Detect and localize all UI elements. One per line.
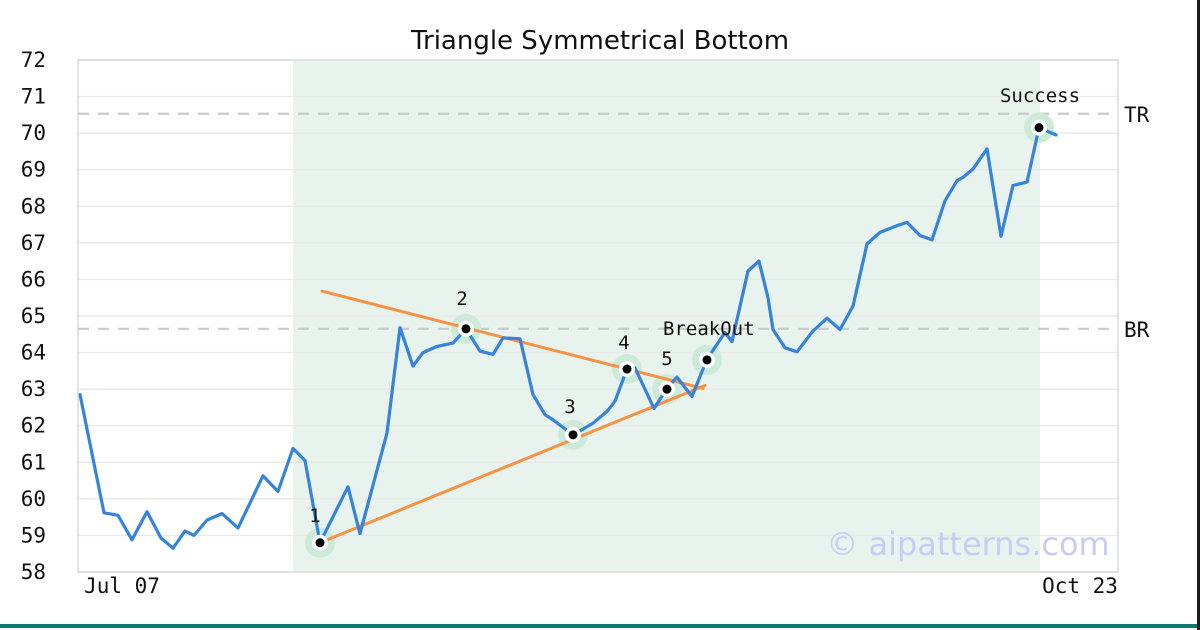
y-tick-68: 68 <box>21 194 46 218</box>
marker-dot-2 <box>461 324 471 334</box>
y-tick-61: 61 <box>21 450 46 474</box>
lower-trendline <box>318 383 707 545</box>
marker-dot-breakout <box>702 355 712 365</box>
marker-label-4: 4 <box>618 332 629 354</box>
marker-label-3: 3 <box>564 396 575 418</box>
breakout-line-label: BR <box>1124 318 1150 342</box>
right-border-line <box>1197 0 1200 630</box>
price-line <box>78 126 1058 550</box>
y-tick-71: 71 <box>21 85 46 109</box>
marker-dot-4 <box>622 364 632 374</box>
marker-label-5: 5 <box>661 348 672 370</box>
marker-dot-1 <box>315 538 325 548</box>
y-tick-70: 70 <box>21 121 46 145</box>
y-tick-66: 66 <box>21 267 46 291</box>
y-tick-69: 69 <box>21 158 46 182</box>
marker-dot-success <box>1034 123 1044 133</box>
plot-border <box>77 59 1119 573</box>
x-tick-jul-07: Jul 07 <box>84 574 160 598</box>
y-tick-59: 59 <box>21 523 46 547</box>
plot-area: 58 59 60 61 62 63 64 65 66 67 68 69 70 71 72 Jul 07 Oct … <box>21 48 1150 598</box>
y-tick-63: 63 <box>21 377 46 401</box>
x-tick-oct-23: Oct 23 <box>1042 574 1118 598</box>
y-tick-65: 65 <box>21 304 46 328</box>
marker-dot-5 <box>662 384 672 394</box>
y-tick-62: 62 <box>21 414 46 438</box>
marker-label-2: 2 <box>456 288 467 310</box>
marker-dot-3 <box>568 430 578 440</box>
y-tick-67: 67 <box>21 231 46 255</box>
y-tick-64: 64 <box>21 341 46 365</box>
watermark: © aipatterns.com <box>826 525 1109 563</box>
y-tick-60: 60 <box>21 487 46 511</box>
y-tick-72: 72 <box>21 48 46 72</box>
chart-title: Triangle Symmetrical Bottom <box>410 26 789 56</box>
bottom-brand-bar <box>0 624 1200 628</box>
marker-label-breakout: BreakOut <box>663 318 755 340</box>
y-tick-58: 58 <box>21 560 46 584</box>
marker-label-success: Success <box>1000 85 1080 107</box>
target-line-label: TR <box>1124 103 1150 127</box>
marker-label-1: 1 <box>309 505 320 527</box>
